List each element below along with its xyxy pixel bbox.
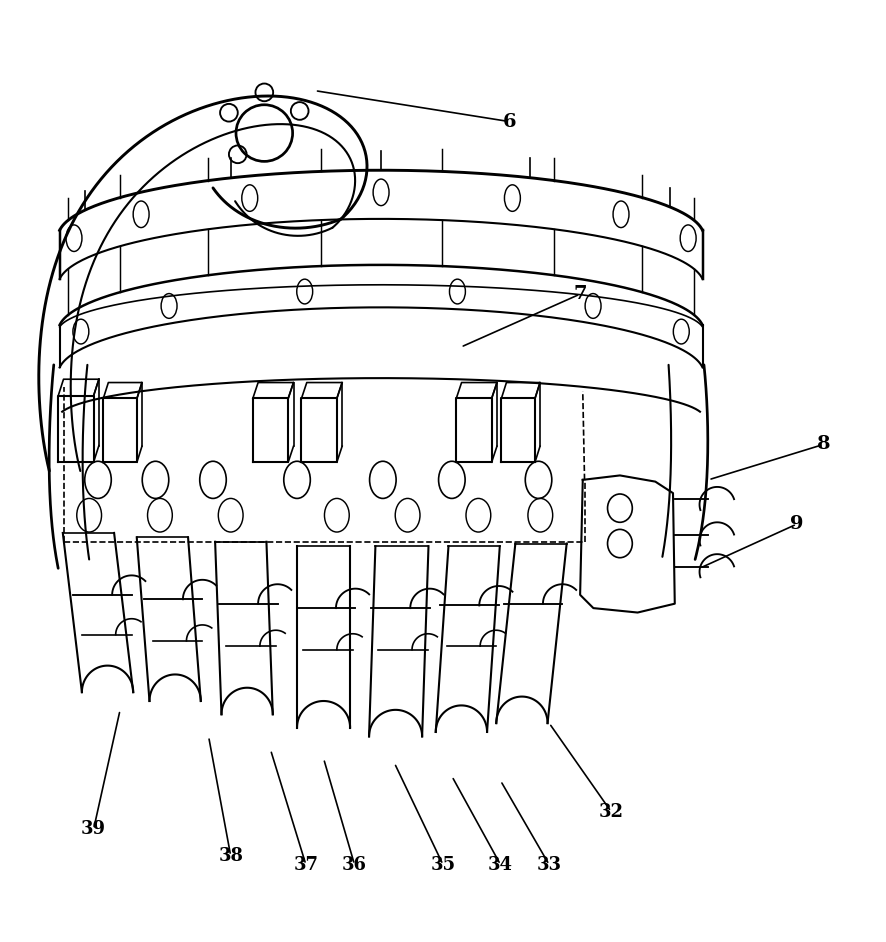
Text: 9: 9 <box>790 515 804 533</box>
Text: 36: 36 <box>342 855 367 873</box>
Text: 34: 34 <box>488 855 513 873</box>
Text: 8: 8 <box>817 435 830 453</box>
Text: 37: 37 <box>293 855 318 873</box>
Text: 6: 6 <box>502 113 517 131</box>
Text: 32: 32 <box>599 803 624 820</box>
Text: 35: 35 <box>431 855 455 873</box>
Text: 38: 38 <box>218 847 243 865</box>
Text: 33: 33 <box>537 855 562 873</box>
Text: 39: 39 <box>82 820 106 838</box>
Text: 7: 7 <box>573 285 587 303</box>
